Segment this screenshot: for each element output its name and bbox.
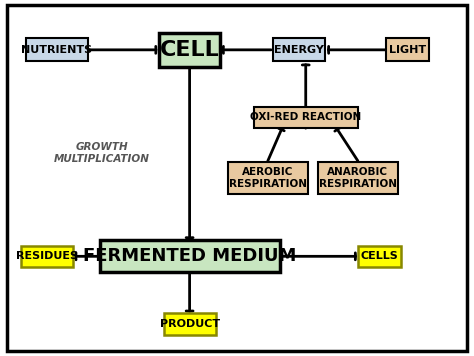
Text: RESIDUES: RESIDUES bbox=[17, 251, 78, 261]
Text: FERMENTED MEDIUM: FERMENTED MEDIUM bbox=[83, 247, 296, 265]
FancyBboxPatch shape bbox=[358, 246, 401, 267]
Text: AEROBIC
RESPIRATION: AEROBIC RESPIRATION bbox=[229, 167, 307, 189]
FancyBboxPatch shape bbox=[164, 313, 216, 335]
FancyBboxPatch shape bbox=[7, 5, 467, 351]
FancyBboxPatch shape bbox=[318, 162, 398, 194]
Text: ANAROBIC
RESPIRATION: ANAROBIC RESPIRATION bbox=[319, 167, 397, 189]
Text: OXI-RED REACTION: OXI-RED REACTION bbox=[250, 112, 361, 122]
Text: GROWTH
MULTIPLICATION: GROWTH MULTIPLICATION bbox=[54, 142, 150, 164]
FancyBboxPatch shape bbox=[100, 240, 280, 272]
FancyBboxPatch shape bbox=[386, 38, 429, 61]
FancyBboxPatch shape bbox=[273, 38, 325, 61]
Text: ENERGY: ENERGY bbox=[273, 45, 324, 55]
Text: LIGHT: LIGHT bbox=[389, 45, 426, 55]
FancyBboxPatch shape bbox=[254, 107, 358, 128]
Text: PRODUCT: PRODUCT bbox=[160, 319, 219, 329]
FancyBboxPatch shape bbox=[26, 38, 88, 61]
Text: CELL: CELL bbox=[160, 40, 219, 60]
FancyBboxPatch shape bbox=[21, 246, 73, 267]
FancyBboxPatch shape bbox=[159, 33, 220, 67]
Text: NUTRIENTS: NUTRIENTS bbox=[21, 45, 92, 55]
FancyBboxPatch shape bbox=[228, 162, 308, 194]
Text: CELLS: CELLS bbox=[360, 251, 398, 261]
